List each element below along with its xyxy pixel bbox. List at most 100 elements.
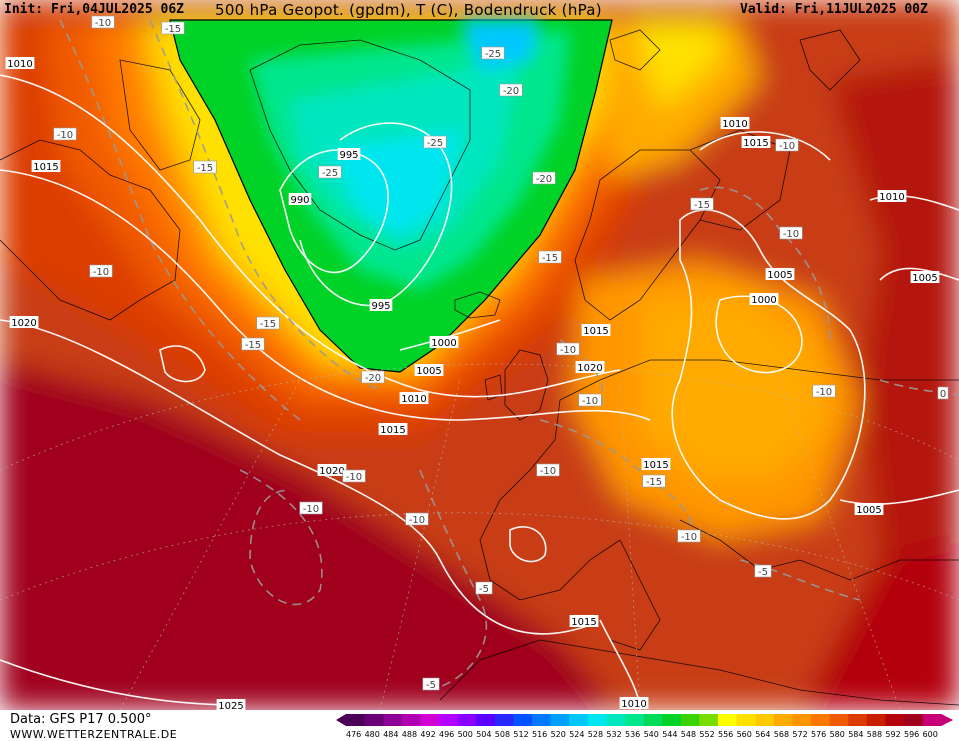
temperature-label-text: -15 bbox=[694, 200, 710, 211]
temperature-label: -10 bbox=[89, 264, 113, 278]
temperature-label-text: -10 bbox=[95, 18, 111, 29]
data-source-label: Data: GFS P17 0.500° bbox=[10, 712, 152, 727]
temperature-label: -10 bbox=[536, 463, 560, 477]
temperature-label-text: -10 bbox=[816, 387, 832, 398]
temperature-label-text: -10 bbox=[57, 130, 73, 141]
temperature-label: -15 bbox=[161, 21, 185, 35]
temperature-label-text: -15 bbox=[245, 340, 261, 351]
temperature-label: -10 bbox=[578, 393, 602, 407]
legend-tick-label: 492 bbox=[420, 730, 435, 739]
isobar-label: 1015 bbox=[378, 423, 408, 436]
legend-tick-label: 480 bbox=[365, 730, 380, 739]
legend-tick-label: 504 bbox=[476, 730, 491, 739]
temperature-label-text: -10 bbox=[303, 504, 319, 515]
temperature-label: -10 bbox=[53, 127, 77, 141]
temperature-label-text: -5 bbox=[426, 680, 436, 691]
temperature-label: -10 bbox=[91, 15, 115, 29]
website-label: WWW.WETTERZENTRALE.DE bbox=[10, 728, 178, 741]
isobar-label: 1015 bbox=[31, 160, 61, 173]
lat-lon-grid bbox=[0, 363, 959, 710]
isobar-label-text: 1020 bbox=[577, 363, 602, 374]
isobar-label: 1015 bbox=[581, 324, 611, 337]
isobar-label-text: 995 bbox=[339, 150, 358, 161]
temperature-label: -10 bbox=[405, 512, 429, 526]
isobar-label-text: 1000 bbox=[751, 295, 776, 306]
temperature-label-text: -10 bbox=[779, 141, 795, 152]
temperature-label: -10 bbox=[299, 501, 323, 515]
temperature-label-text: -10 bbox=[783, 229, 799, 240]
legend-swatch bbox=[569, 714, 589, 726]
legend-tick-label: 564 bbox=[755, 730, 770, 739]
legend-swatch bbox=[680, 714, 700, 726]
isobar-label-text: 995 bbox=[371, 301, 390, 312]
temperature-label-text: -10 bbox=[93, 267, 109, 278]
legend-swatch bbox=[904, 714, 924, 726]
legend-tick-label: 496 bbox=[439, 730, 454, 739]
legend-tick-label: 556 bbox=[718, 730, 733, 739]
legend-swatch bbox=[364, 714, 384, 726]
isobar-label-text: 1015 bbox=[743, 138, 768, 149]
isobar-label-text: 1005 bbox=[416, 366, 441, 377]
legend-swatch bbox=[885, 714, 905, 726]
temperature-label-text: -20 bbox=[536, 174, 552, 185]
legend-swatch bbox=[922, 714, 942, 726]
isobar-label: 995 bbox=[337, 148, 361, 161]
temperature-label-text: -10 bbox=[560, 345, 576, 356]
temperature-labels: -10 -15 -10 -15 -10 -15 -15 -20 -25 -20 -25 -25 -20 -… bbox=[53, 15, 949, 691]
isobar-label-text: 1010 bbox=[7, 59, 32, 70]
temperature-label: -10 bbox=[779, 226, 803, 240]
isobar-label: 1000 bbox=[429, 336, 459, 349]
legend-swatch bbox=[532, 714, 552, 726]
legend-tick-label: 592 bbox=[885, 730, 900, 739]
isobar-label: 1010 bbox=[720, 117, 750, 130]
legend-tick-label: 528 bbox=[588, 730, 603, 739]
temperature-label: -25 bbox=[318, 165, 342, 179]
temperature-label: -10 bbox=[812, 384, 836, 398]
legend-swatch bbox=[718, 714, 738, 726]
legend-tick-label: 544 bbox=[662, 730, 677, 739]
temperature-label: -10 bbox=[677, 529, 701, 543]
cold-trough-field bbox=[169, 19, 613, 373]
legend-tick-label: 540 bbox=[644, 730, 659, 739]
legend-swatch bbox=[420, 714, 440, 726]
isobar-lines bbox=[0, 74, 959, 710]
temperature-label-text: 0 bbox=[940, 389, 946, 400]
map-title: 500 hPa Geopot. (gpdm), T (C), Bodendruc… bbox=[215, 1, 602, 19]
temperature-label: -25 bbox=[423, 135, 447, 149]
isobar-label-text: 1010 bbox=[401, 394, 426, 405]
legend-tick-label: 584 bbox=[848, 730, 863, 739]
legend-swatch bbox=[848, 714, 868, 726]
temperature-label-text: -10 bbox=[409, 515, 425, 526]
legend-swatch bbox=[792, 714, 812, 726]
temperature-label-text: -15 bbox=[646, 477, 662, 488]
temperature-label: -10 bbox=[556, 342, 580, 356]
legend-swatch bbox=[494, 714, 514, 726]
temperature-label: -10 bbox=[775, 138, 799, 152]
legend-tick-label: 568 bbox=[774, 730, 789, 739]
legend-arrow-low bbox=[336, 714, 346, 726]
legend-tick-label: 600 bbox=[923, 730, 938, 739]
temperature-label: -15 bbox=[690, 197, 714, 211]
isobar-label: 1005 bbox=[910, 271, 940, 284]
temperature-label-text: -5 bbox=[758, 567, 768, 578]
legend-tick-label: 552 bbox=[699, 730, 714, 739]
temperature-label: -15 bbox=[642, 474, 666, 488]
legend-arrow-high bbox=[941, 714, 954, 726]
legend-swatch bbox=[829, 714, 849, 726]
temperature-label: -25 bbox=[481, 46, 505, 60]
legend-swatch bbox=[346, 714, 366, 726]
legend-tick-label: 512 bbox=[513, 730, 528, 739]
legend-tick-label: 524 bbox=[569, 730, 584, 739]
legend-swatch bbox=[811, 714, 831, 726]
isobar-label: 1005 bbox=[414, 364, 444, 377]
temperature-label: -5 bbox=[754, 564, 772, 578]
isobar-label-text: 1010 bbox=[879, 192, 904, 203]
legend-tick-label: 520 bbox=[551, 730, 566, 739]
isobar-label: 1010 bbox=[619, 697, 649, 710]
valid-time-label: Valid: Fri,11JUL2025 00Z bbox=[740, 2, 928, 17]
isobar-label-text: 1010 bbox=[722, 119, 747, 130]
legend-swatch bbox=[699, 714, 719, 726]
legend-tick-label: 572 bbox=[792, 730, 807, 739]
legend-tick-label: 516 bbox=[532, 730, 547, 739]
